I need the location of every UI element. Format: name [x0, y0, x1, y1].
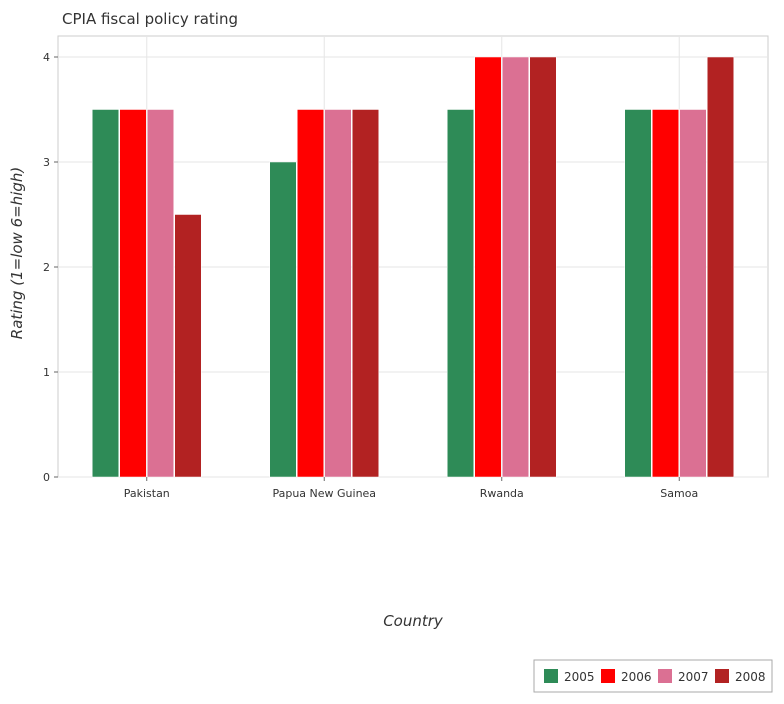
legend-swatch: [658, 669, 672, 683]
legend-label: 2007: [678, 670, 709, 684]
bar: [119, 109, 147, 478]
legend-label: 2008: [735, 670, 766, 684]
y-tick-label: 3: [43, 156, 50, 169]
bar: [474, 56, 502, 478]
bar: [324, 109, 352, 478]
legend-label: 2006: [621, 670, 652, 684]
bar: [707, 56, 734, 478]
bars-layer: [92, 56, 734, 478]
axes-layer: 0 1 2 3 4 Pakistan Papua New Guinea Rwanda Samoa: [43, 51, 698, 500]
bar: [174, 214, 202, 478]
x-tick-label: Rwanda: [480, 487, 524, 500]
bar: [352, 109, 379, 478]
y-axis-title: Rating (1=low 6=high): [8, 167, 26, 339]
x-tick-label: Samoa: [660, 487, 698, 500]
legend-swatch: [715, 669, 729, 683]
bar: [447, 109, 474, 478]
bar: [502, 56, 529, 478]
bar: [92, 109, 119, 478]
y-tick-label: 4: [43, 51, 50, 64]
legend-box: [533, 659, 773, 693]
bar: [529, 56, 557, 478]
x-axis-title: Country: [383, 612, 444, 630]
y-tick-label: 1: [43, 366, 50, 379]
bar: [679, 109, 707, 478]
bar: [652, 109, 679, 478]
legend: 2005 2006 2007 2008: [533, 659, 773, 693]
legend-swatch: [601, 669, 615, 683]
y-tick-label: 0: [43, 471, 50, 484]
legend-swatch: [544, 669, 558, 683]
x-tick-label: Papua New Guinea: [272, 487, 376, 500]
bar: [147, 109, 174, 478]
chart-title: CPIA fiscal policy rating: [62, 10, 238, 28]
legend-label: 2005: [564, 670, 595, 684]
bar: [624, 109, 652, 478]
y-tick-label: 2: [43, 261, 50, 274]
bar: [269, 161, 297, 478]
x-tick-label: Pakistan: [124, 487, 170, 500]
bar: [297, 109, 324, 478]
